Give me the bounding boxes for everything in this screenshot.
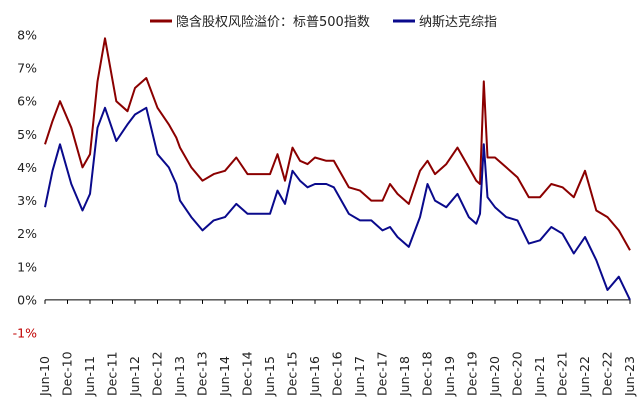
- legend-label-sp500: 隐含股权风险溢价：标普500指数: [176, 14, 370, 30]
- series-line-sp500: [44, 37, 631, 251]
- x-tick-label: Jun-23: [622, 356, 637, 397]
- x-tick-label: Dec-19: [465, 351, 480, 396]
- x-tick-label: Jun-17: [352, 356, 367, 397]
- x-tick-label: Jun-12: [127, 356, 142, 397]
- y-tick-label: 5%: [17, 127, 37, 142]
- y-tick-label: -1%: [13, 326, 37, 341]
- x-tick-label: Dec-22: [600, 351, 615, 396]
- legend: 隐含股权风险溢价：标普500指数 纳斯达克综指: [150, 14, 497, 30]
- y-tick-label: 8%: [17, 28, 37, 43]
- x-tick-label: Jun-22: [577, 356, 592, 397]
- y-tick-label: 3%: [17, 193, 37, 208]
- x-tick-label: Jun-11: [82, 356, 97, 397]
- y-tick-label: 0%: [17, 292, 37, 307]
- legend-label-nasdaq: 纳斯达克综指: [419, 15, 497, 30]
- x-tick-label: Dec-11: [105, 351, 120, 396]
- x-tick-label: Dec-18: [420, 351, 435, 396]
- x-axis: Jun-10 Dec-10 Jun-11 Dec-11 Jun-12 Dec-12 Jun-…: [37, 299, 637, 397]
- x-tick-label: Jun-21: [532, 356, 547, 397]
- x-tick-label: Dec-20: [510, 351, 525, 396]
- x-tick-label: Jun-15: [262, 356, 277, 397]
- x-tick-label: Dec-14: [240, 351, 255, 396]
- x-tick-label: Jun-19: [442, 356, 457, 397]
- x-tick-label: Dec-17: [375, 351, 390, 396]
- x-tick-label: Jun-20: [487, 356, 502, 397]
- x-tick-label: Jun-14: [217, 356, 232, 397]
- x-tick-label: Dec-21: [555, 351, 570, 396]
- series-layer: [44, 37, 631, 301]
- y-tick-label: 2%: [17, 226, 37, 241]
- x-tick-label: Dec-12: [150, 351, 165, 396]
- y-axis: -1% 0% 1% 2% 3% 4% 5% 6% 7% 8%: [13, 28, 37, 341]
- x-tick-label: Dec-13: [195, 351, 210, 396]
- y-tick-label: 6%: [17, 94, 37, 109]
- series-line-nasdaq: [44, 106, 631, 301]
- x-tick-label: Dec-10: [60, 351, 75, 396]
- y-tick-label: 1%: [17, 259, 37, 274]
- y-tick-label: 7%: [17, 61, 37, 76]
- x-tick-label: Jun-13: [172, 356, 187, 397]
- x-tick-label: Jun-18: [397, 356, 412, 397]
- x-tick-label: Dec-15: [285, 351, 300, 396]
- x-tick-label: Jun-10: [37, 356, 52, 397]
- x-tick-label: Jun-16: [307, 356, 322, 397]
- y-tick-label: 4%: [17, 160, 37, 175]
- x-tick-label: Dec-16: [330, 351, 345, 396]
